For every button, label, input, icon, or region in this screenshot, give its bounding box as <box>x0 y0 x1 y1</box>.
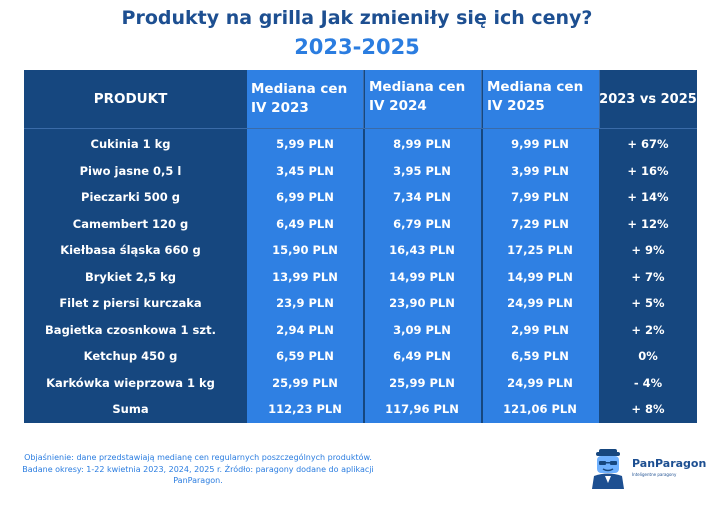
price-2023: 5,99 PLN <box>276 137 334 151</box>
price-2024: 6,79 PLN <box>393 216 451 231</box>
header-2023-line1: Mediana cen <box>251 81 348 97</box>
price-2025: 121,06 PLN <box>503 402 577 416</box>
price-2025: 24,99 PLN <box>507 375 573 390</box>
product-name: Cukinia 1 kg <box>90 137 171 151</box>
price-2025: 2,99 PLN <box>511 322 569 337</box>
product-name: Piwo jasne 0,5 l <box>79 163 182 178</box>
table-row: Piwo jasne 0,5 l 3,45 PLN 3,95 PLN 3,99 PLN… <box>24 158 697 185</box>
price-2023: 6,59 PLN <box>276 349 334 363</box>
page-subtitle: 2023-2025 <box>294 35 420 59</box>
product-name: Suma <box>112 402 149 416</box>
page-title: Produkty na grilla Jak zmieniły się ich … <box>121 7 593 29</box>
price-2025: 7,99 PLN <box>511 190 569 204</box>
price-2023: 2,94 PLN <box>276 322 334 337</box>
header-change: 2023 vs 2025 <box>599 91 697 107</box>
price-2024: 25,99 PLN <box>389 375 455 390</box>
table-row: Camembert 120 g 6,49 PLN 6,79 PLN 7,29 PLN +… <box>24 211 697 238</box>
header-2024: Mediana cen IV 2024 <box>363 70 481 128</box>
header-divider <box>481 70 482 128</box>
product-name: Camembert 120 g <box>72 216 189 231</box>
table-row: Pieczarki 500 g 6,99 PLN 7,34 PLN 7,99 PLN +… <box>24 184 697 211</box>
price-2023: 25,99 PLN <box>272 375 338 390</box>
product-name: Kiełbasa śląska 660 g <box>60 243 201 257</box>
header-separator <box>24 128 697 129</box>
price-2023: 15,90 PLN <box>272 243 338 257</box>
table-row: Kiełbasa śląska 660 g 15,90 PLN 16,43 PLN 1… <box>24 237 697 264</box>
price-2023: 112,23 PLN <box>268 402 342 416</box>
price-2023: 3,45 PLN <box>276 163 334 178</box>
mascot-icon <box>592 449 624 489</box>
table-row: Suma 112,23 PLN 117,96 PLN 121,06 PLN + 8% <box>24 396 697 423</box>
price-2024: 8,99 PLN <box>393 137 451 151</box>
price-table: PRODUKT Mediana cen IV 2023 Mediana cen … <box>24 70 697 423</box>
price-change: 0% <box>638 349 658 363</box>
header-2025: Mediana cen IV 2025 <box>481 70 599 128</box>
price-2024: 7,34 PLN <box>393 190 451 204</box>
price-2023: 23,9 PLN <box>276 296 334 310</box>
price-2025: 17,25 PLN <box>507 243 573 257</box>
product-name: Brykiet 2,5 kg <box>84 269 177 284</box>
price-change: + 9% <box>631 243 665 257</box>
price-2024: 23,90 PLN <box>389 296 455 310</box>
price-2025: 3,99 PLN <box>511 163 569 178</box>
table-row: Cukinia 1 kg 5,99 PLN 8,99 PLN 9,99 PLN + 67… <box>24 131 697 158</box>
price-2025: 6,59 PLN <box>511 349 569 363</box>
price-change: + 8% <box>631 402 665 416</box>
header-2023: Mediana cen IV 2023 <box>247 70 363 128</box>
price-change: + 16% <box>627 163 669 178</box>
price-change: + 7% <box>631 269 665 284</box>
product-name: Bagietka czosnkowa 1 szt. <box>45 322 216 337</box>
price-2024: 16,43 PLN <box>389 243 455 257</box>
price-change: + 5% <box>631 296 665 310</box>
price-change: + 12% <box>627 216 669 231</box>
price-2023: 6,99 PLN <box>276 190 334 204</box>
logo-name: PanParagon <box>632 457 707 470</box>
table-row: Brykiet 2,5 kg 13,99 PLN 14,99 PLN 14,99 PL… <box>24 264 697 291</box>
product-name: Karkówka wieprzowa 1 kg <box>46 375 215 390</box>
header-divider <box>363 70 364 128</box>
header-2024-line1: Mediana cen <box>369 79 466 95</box>
product-name: Filet z piersi kurczaka <box>59 296 202 310</box>
footnote: Objaśnienie: dane przedstawiają medianę … <box>22 453 374 485</box>
price-2024: 6,49 PLN <box>393 349 451 363</box>
price-2023: 13,99 PLN <box>272 269 338 284</box>
header-2025-line2: IV 2025 <box>487 98 545 114</box>
header-2025-line1: Mediana cen <box>487 79 584 95</box>
table-row: Karkówka wieprzowa 1 kg 25,99 PLN 25,99 PL… <box>24 370 697 397</box>
price-2025: 9,99 PLN <box>511 137 569 151</box>
price-2024: 117,96 PLN <box>385 402 459 416</box>
header-2023-line2: IV 2023 <box>251 100 309 116</box>
product-name: Pieczarki 500 g <box>81 190 180 204</box>
price-2025: 7,29 PLN <box>511 216 569 231</box>
price-2024: 14,99 PLN <box>389 269 455 284</box>
price-2024: 3,09 PLN <box>393 322 451 337</box>
price-change: + 67% <box>627 137 669 151</box>
price-2023: 6,49 PLN <box>276 216 334 231</box>
table-body: Cukinia 1 kg 5,99 PLN 8,99 PLN 9,99 PLN + 67… <box>24 131 697 423</box>
price-2024: 3,95 PLN <box>393 163 451 178</box>
table-row: Bagietka czosnkowa 1 szt. 2,94 PLN 3,09 PL… <box>24 317 697 344</box>
table-row: Filet z piersi kurczaka 23,9 PLN 23,90 PLN… <box>24 290 697 317</box>
header-product: PRODUKT <box>93 90 168 107</box>
panparagon-logo: PanParagon Inteligentne paragony <box>588 449 706 489</box>
price-change: + 2% <box>631 322 665 337</box>
table-row: Ketchup 450 g 6,59 PLN 6,49 PLN 6,59 PLN 0% <box>24 343 697 370</box>
price-2025: 24,99 PLN <box>507 296 573 310</box>
price-change: + 14% <box>627 190 669 204</box>
product-name: Ketchup 450 g <box>83 349 178 363</box>
logo-tagline: Inteligentne paragony <box>632 472 677 477</box>
header-divider <box>599 70 600 128</box>
price-2025: 14,99 PLN <box>507 269 573 284</box>
header-2024-line2: IV 2024 <box>369 98 427 114</box>
price-change: - 4% <box>633 375 663 390</box>
